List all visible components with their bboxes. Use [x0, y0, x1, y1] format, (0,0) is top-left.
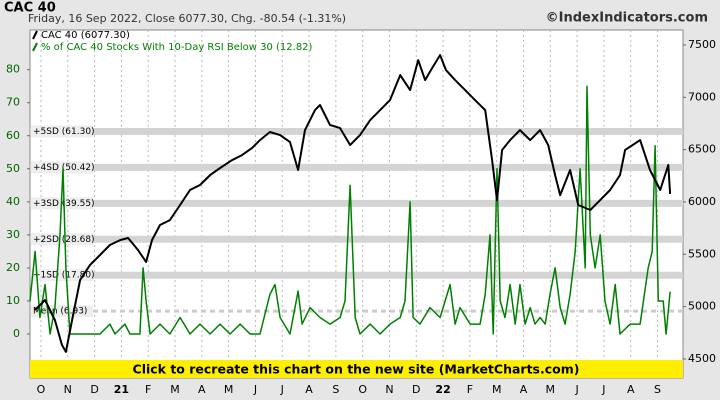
x-tick-label: J [574, 383, 578, 396]
x-tick-label: F [467, 383, 473, 396]
y2-tick-label: 6000 [688, 195, 716, 208]
reference-label-box [31, 305, 93, 318]
y2-tick-label: 7000 [688, 90, 716, 103]
y-tick-label: 20 [6, 261, 20, 274]
reference-label: +1SD (17.80) [33, 271, 95, 281]
x-tick-label: O [37, 383, 46, 396]
y2-tick-label: 5000 [688, 300, 716, 313]
y-tick-label: 40 [6, 195, 20, 208]
reference-label-box [31, 233, 93, 246]
x-tick-label: O [358, 383, 367, 396]
reference-label: Mean (6.93) [33, 307, 87, 317]
y-tick-label: 30 [6, 228, 20, 241]
reference-label-box [31, 269, 93, 282]
y-tick-label: 70 [6, 96, 20, 109]
legend-icon [32, 42, 38, 52]
x-tick-label: A [305, 383, 313, 396]
x-tick-label: A [627, 383, 635, 396]
y-tick-label: 0 [13, 327, 20, 340]
legend-label: CAC 40 (6077.30) [41, 30, 130, 41]
legend-icon [32, 30, 38, 40]
x-tick-label: M [546, 383, 556, 396]
x-tick-label: M [170, 383, 180, 396]
x-tick-label: N [64, 383, 72, 396]
x-tick-label: S [654, 383, 661, 396]
y-tick-label: 60 [6, 129, 20, 142]
x-tick-label: J [253, 383, 257, 396]
reference-label: +5SD (61.30) [33, 127, 95, 137]
x-tick-label: M [492, 383, 502, 396]
y2-tick-label: 7500 [688, 38, 716, 51]
reference-label: +2SD (28.68) [33, 235, 95, 245]
y-tick-label: 50 [6, 162, 20, 175]
reference-label: +4SD (50.42) [33, 163, 95, 173]
y-tick-label: 10 [6, 294, 20, 307]
series-line [29, 85, 671, 335]
x-tick-label: S [332, 383, 339, 396]
watermark: ©IndexIndicators.com [546, 11, 708, 26]
banner[interactable]: Click to recreate this chart on the new … [133, 362, 580, 377]
x-tick-label: J [601, 383, 605, 396]
x-tick-label: A [198, 383, 206, 396]
subtitle: Friday, 16 Sep 2022, Close 6077.30, Chg.… [28, 12, 346, 25]
x-tick-label: F [145, 383, 151, 396]
banner-box[interactable] [30, 360, 683, 378]
x-tick-label: 21 [114, 383, 129, 396]
x-tick-label: M [224, 383, 234, 396]
y2-tick-label: 6500 [688, 143, 716, 156]
reference-label-box [31, 161, 93, 174]
y2-tick-label: 5500 [688, 247, 716, 260]
x-tick-label: D [90, 383, 98, 396]
reference-label-box [31, 125, 93, 138]
x-tick-label: 22 [435, 383, 450, 396]
y2-tick-label: 4500 [688, 352, 716, 365]
x-tick-label: A [520, 383, 528, 396]
x-tick-label: D [412, 383, 420, 396]
y-tick-label: 80 [6, 63, 20, 76]
x-tick-label: N [385, 383, 393, 396]
x-tick-label: J [280, 383, 284, 396]
series-line [34, 54, 672, 353]
legend-label: % of CAC 40 Stocks With 10-Day RSI Below… [41, 42, 313, 53]
chart-title: CAC 40 [4, 1, 56, 16]
